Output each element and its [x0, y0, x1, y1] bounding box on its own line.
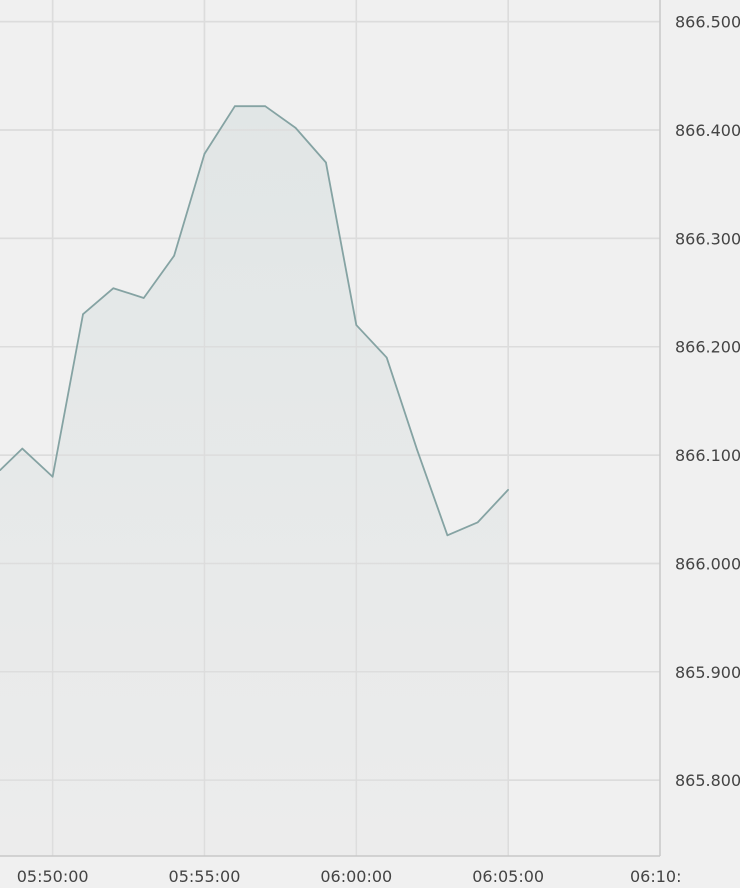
data-point	[507, 488, 509, 491]
y-tick-label: 865.900	[675, 663, 740, 682]
x-tick-label: 06:00:00	[320, 867, 392, 886]
x-tick-label: 05:55:00	[169, 867, 241, 886]
data-point	[416, 448, 418, 451]
y-tick-label: 866.300	[675, 229, 740, 248]
data-point	[21, 447, 24, 450]
tick-labels: 866.500 866.400 866.300 866.200 866.100 866.0…	[17, 13, 740, 886]
data-point	[51, 475, 54, 478]
y-tick-label: 866.200	[675, 338, 740, 357]
axes	[0, 0, 661, 857]
y-tick-label: 865.800	[675, 771, 740, 790]
data-point	[294, 127, 297, 129]
x-tick-label: 05:50:00	[17, 867, 89, 886]
price-line	[0, 105, 509, 537]
data-point	[446, 534, 449, 537]
data-point	[355, 324, 358, 326]
data-point	[0, 469, 1, 472]
data-point	[112, 287, 115, 290]
data-point	[385, 356, 388, 359]
data-point	[203, 153, 206, 155]
data-point	[264, 105, 267, 107]
y-tick-label: 866.000	[675, 554, 740, 573]
x-tick-label: 06:10:	[630, 867, 682, 886]
x-tick-label: 06:05:00	[472, 867, 544, 886]
data-point	[325, 161, 327, 164]
y-tick-label: 866.400	[675, 121, 740, 140]
area-fill	[0, 106, 509, 856]
area-series	[0, 0, 660, 856]
data-point	[476, 521, 479, 524]
y-tick-label: 866.500	[675, 13, 740, 32]
y-tick-label: 866.100	[675, 446, 740, 465]
data-point	[173, 254, 175, 257]
data-point	[142, 297, 145, 299]
data-point	[234, 105, 236, 107]
data-point	[82, 313, 84, 316]
